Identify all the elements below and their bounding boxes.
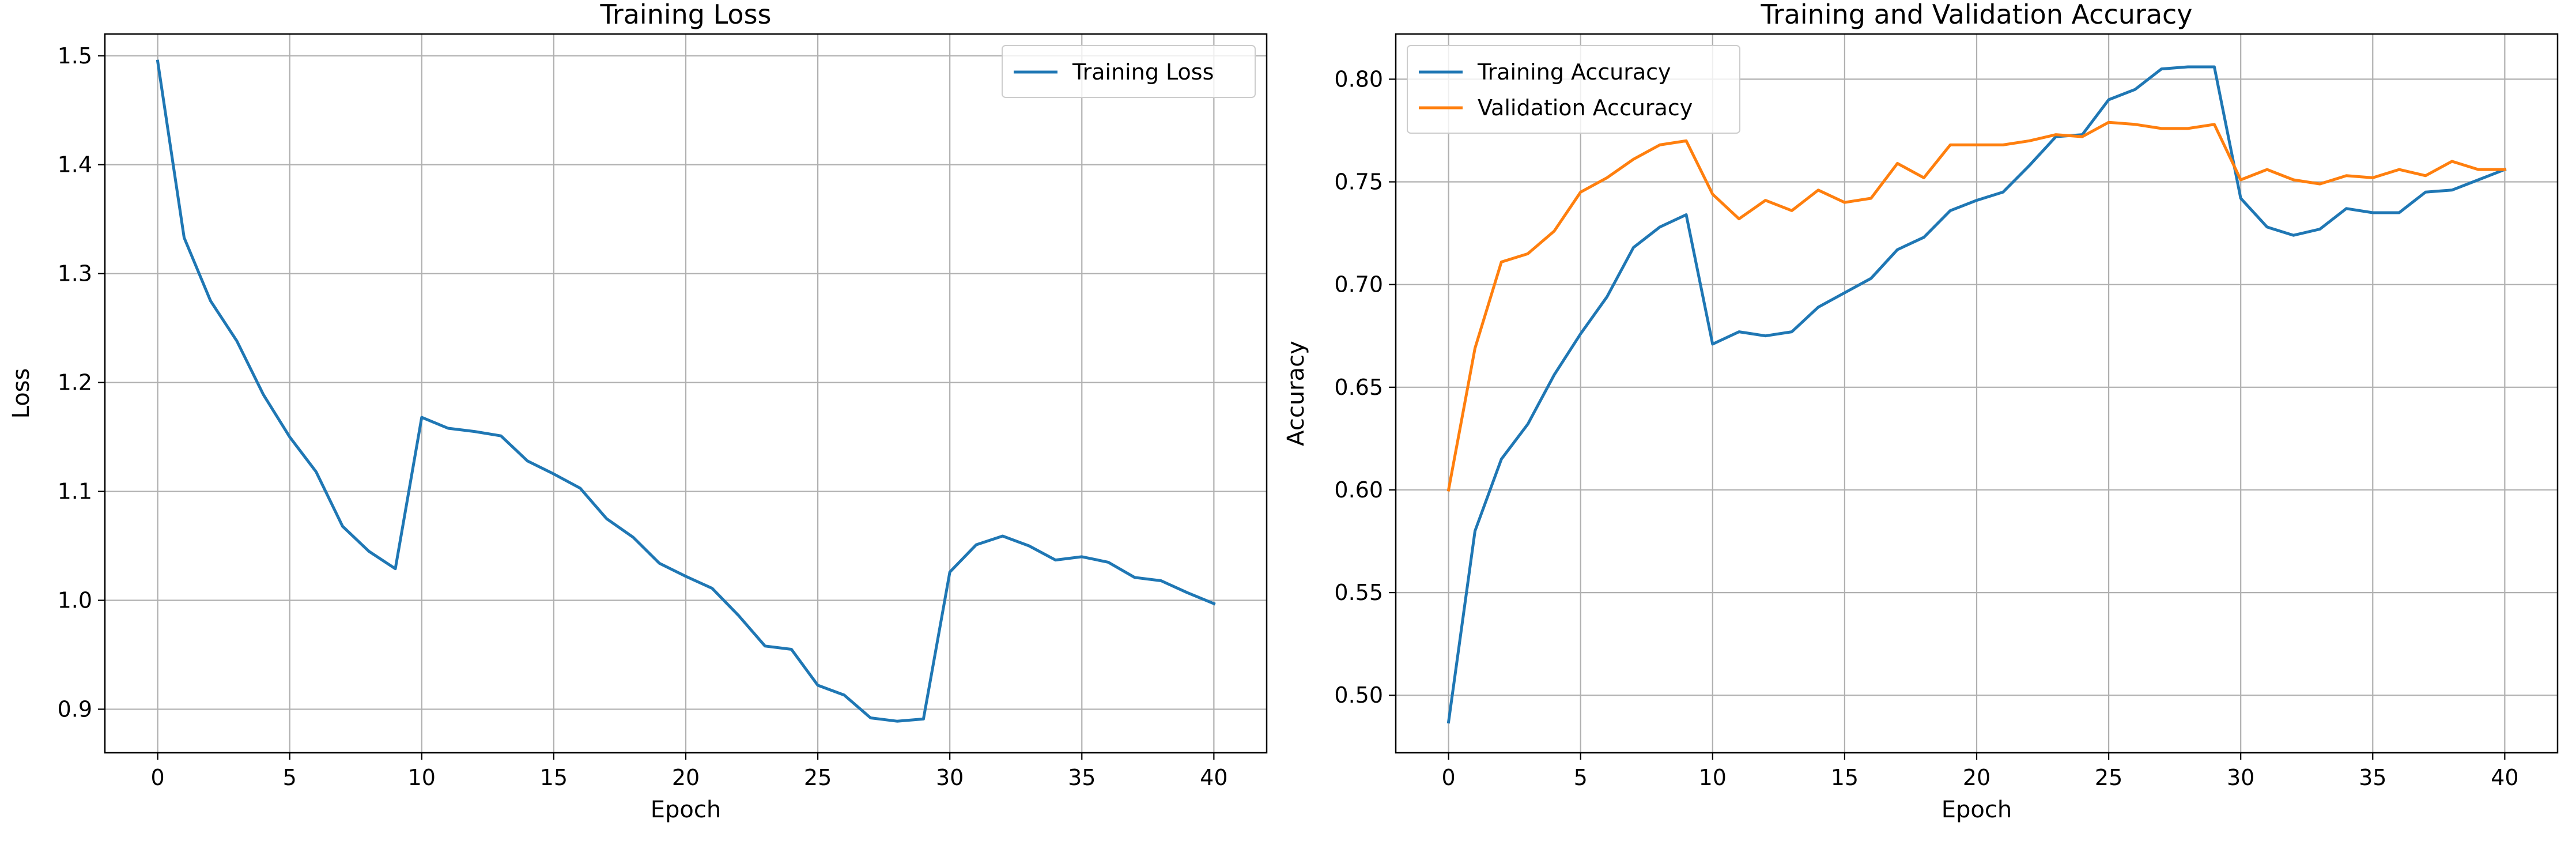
x-tick-label: 30	[2227, 765, 2254, 790]
legend-box	[1002, 45, 1256, 98]
y-tick-label: 1.5	[58, 43, 92, 69]
y-tick-label: 1.4	[58, 152, 92, 178]
x-tick-label: 15	[540, 765, 568, 790]
y-tick-label: 1.0	[58, 587, 92, 613]
series-line-training-accuracy	[1446, 65, 2507, 724]
series-lines	[1446, 65, 2507, 724]
y-tick-label: 0.70	[1334, 272, 1383, 297]
y-tick-label: 0.55	[1334, 580, 1383, 605]
y-ticks: 0.50 0.55 0.60 0.65 0.70 0.75 0.80	[1334, 66, 1396, 708]
y-tick-label: 0.50	[1334, 682, 1383, 708]
chart-title: Training Loss	[599, 0, 771, 30]
x-tick-label: 0	[1442, 765, 1456, 790]
x-tick-label: 10	[408, 765, 436, 790]
x-ticks: 0 5 10 15 20 25 30 35 40	[1442, 753, 2519, 790]
x-tick-label: 20	[672, 765, 700, 790]
x-ticks: 0 5 10 15 20 25 30 35 40	[151, 753, 1228, 790]
x-tick-label: 0	[151, 765, 165, 790]
y-tick-label: 0.65	[1334, 375, 1383, 400]
grid-lines	[1396, 34, 2558, 753]
legend: Training Loss	[1002, 45, 1256, 98]
legend-label-validation-accuracy: Validation Accuracy	[1478, 95, 1693, 120]
y-tick-label: 1.2	[58, 370, 92, 395]
y-tick-label: 0.75	[1334, 169, 1383, 195]
y-axis-label: Loss	[8, 368, 35, 419]
training-loss-chart: 0 5 10 15 20 25 30 35 40 0.9 1.0 1.1 1.2 1.3 1.4 1.5 T…	[8, 0, 1268, 823]
y-tick-label: 1.1	[58, 479, 92, 504]
y-tick-label: 0.80	[1334, 66, 1383, 92]
accuracy-chart: 0 5 10 15 20 25 30 35 40 0.50 0.55 0.60 0.65 0.70 0.7…	[1283, 0, 2559, 823]
x-tick-label: 15	[1831, 765, 1859, 790]
legend: Training Accuracy Validation Accuracy	[1407, 45, 1740, 134]
y-ticks: 0.9 1.0 1.1 1.2 1.3 1.4 1.5	[58, 43, 105, 722]
x-tick-label: 35	[1068, 765, 1096, 790]
x-axis-label: Epoch	[1942, 797, 2012, 823]
x-tick-label: 10	[1699, 765, 1727, 790]
grid-lines	[105, 34, 1267, 753]
x-tick-label: 20	[1963, 765, 1990, 790]
chart-title: Training and Validation Accuracy	[1760, 0, 2192, 30]
x-tick-label: 25	[2095, 765, 2122, 790]
x-tick-label: 30	[936, 765, 964, 790]
y-tick-label: 0.9	[58, 696, 92, 722]
legend-box	[1407, 45, 1740, 134]
y-tick-label: 1.3	[58, 261, 92, 286]
x-tick-label: 40	[1200, 765, 1227, 790]
series-line-validation-accuracy	[1446, 120, 2506, 492]
x-tick-label: 5	[283, 765, 297, 790]
x-tick-label: 5	[1574, 765, 1588, 790]
y-axis-label: Accuracy	[1283, 341, 1309, 446]
legend-label-training-loss: Training Loss	[1072, 59, 1214, 85]
x-axis-label: Epoch	[651, 797, 721, 823]
x-tick-label: 25	[804, 765, 832, 790]
x-tick-label: 35	[2359, 765, 2386, 790]
series-lines	[156, 59, 1216, 723]
x-tick-label: 40	[2491, 765, 2518, 790]
series-line-training-loss	[156, 59, 1216, 723]
legend-label-training-accuracy: Training Accuracy	[1477, 59, 1671, 85]
y-tick-label: 0.60	[1334, 477, 1383, 503]
